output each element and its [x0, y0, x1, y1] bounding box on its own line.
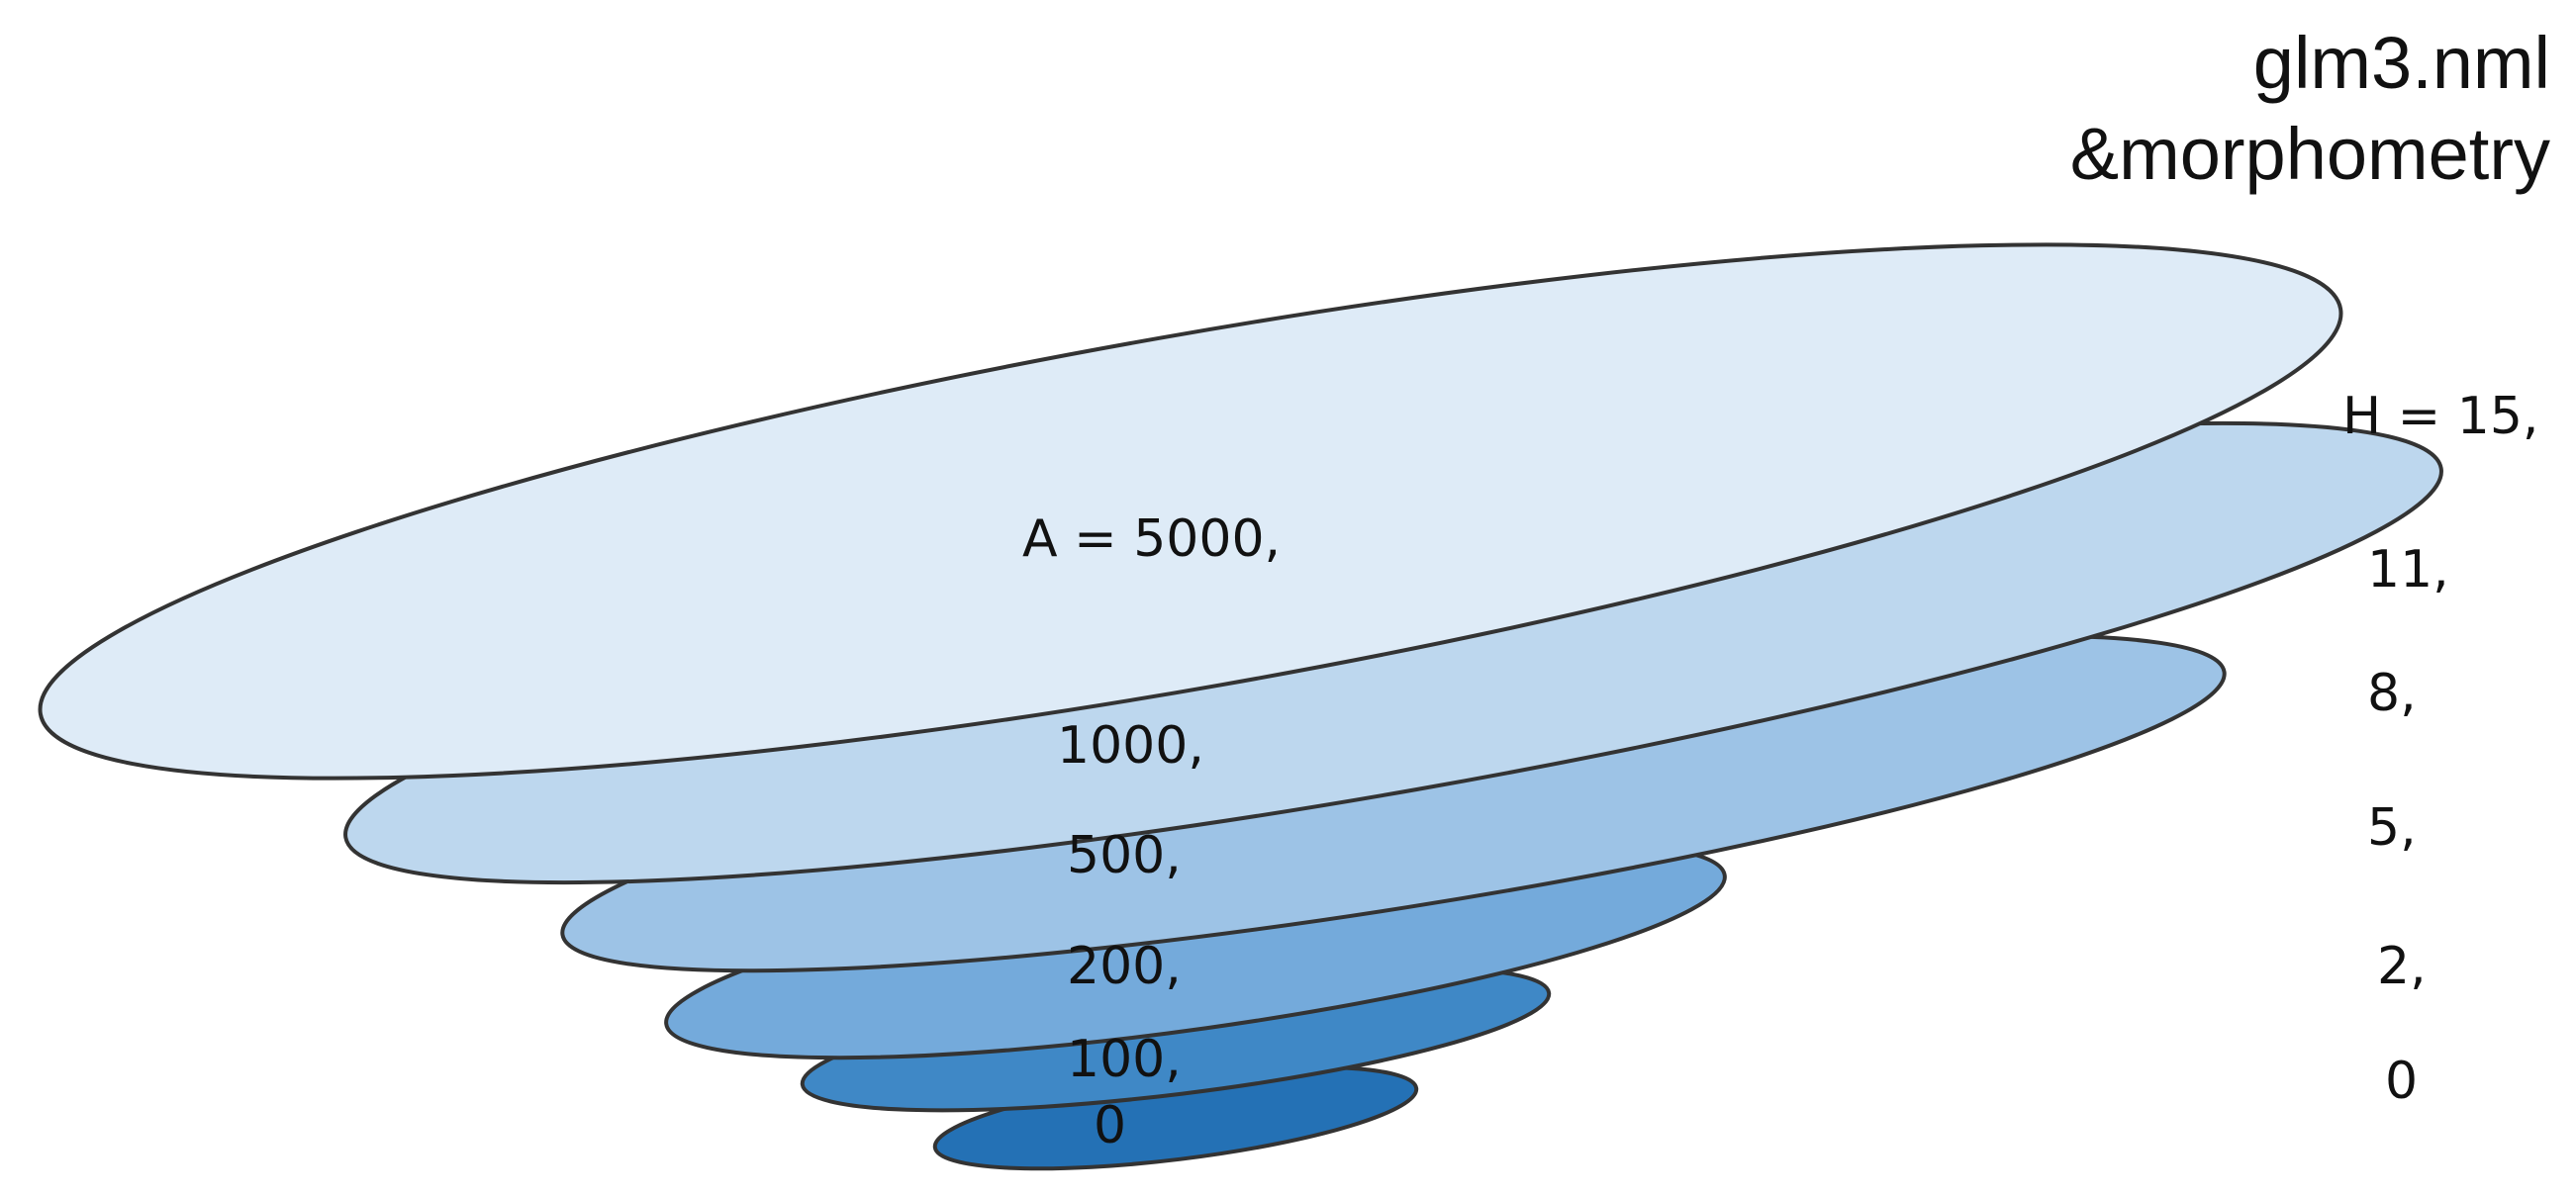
- height-label-5: 5,: [2367, 798, 2417, 858]
- area-label-500: 500,: [1067, 826, 1182, 885]
- height-label-0: 0: [2385, 1052, 2418, 1111]
- area-label-200: 200,: [1067, 937, 1182, 996]
- area-label-1000: 1000,: [1057, 716, 1204, 776]
- title-line-1: glm3.nml: [2252, 22, 2550, 104]
- height-label-8: 8,: [2367, 664, 2417, 723]
- layer-5000-ellipse: [38, 242, 2343, 781]
- title-line-2: &morphometry: [2069, 113, 2550, 195]
- height-label-11: 11,: [2367, 540, 2449, 599]
- area-label-100: 100,: [1067, 1030, 1182, 1089]
- height-label-2: 2,: [2377, 937, 2427, 996]
- height-label-15: H = 15,: [2342, 387, 2538, 446]
- area-label-5000: A = 5000,: [1022, 509, 1281, 569]
- area-label-0: 0: [1094, 1096, 1126, 1155]
- diagram-title: glm3.nml &morphometry: [2070, 18, 2550, 200]
